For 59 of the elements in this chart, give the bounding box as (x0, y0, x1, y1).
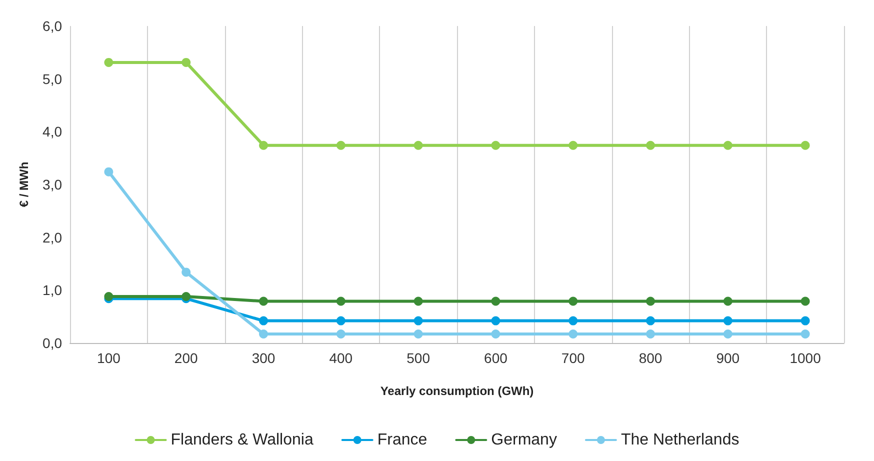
point (259, 296, 268, 306)
y-tick-label: 0,0 (42, 335, 62, 351)
x-axis-title: Yearly consumption (GWh) (380, 384, 534, 398)
x-tick-label: 400 (329, 350, 353, 366)
point (800, 316, 810, 326)
point (646, 296, 655, 306)
point (646, 140, 655, 150)
x-tick-label: 800 (638, 350, 662, 366)
legend-label: Germany (491, 432, 557, 448)
y-tick-label: 3,0 (42, 176, 62, 192)
point (723, 330, 732, 339)
point (414, 316, 423, 326)
x-tick-label: 500 (406, 350, 430, 366)
point (491, 296, 500, 306)
point (182, 58, 191, 67)
point (104, 167, 114, 176)
point (800, 296, 810, 306)
point (104, 58, 114, 67)
point (646, 330, 655, 339)
point (646, 316, 655, 326)
point (568, 296, 578, 306)
point (336, 296, 346, 306)
point (336, 330, 346, 339)
y-axis-title: € / MWh (17, 162, 31, 208)
x-tick-label: 1000 (790, 350, 822, 366)
point (800, 140, 810, 150)
point (414, 330, 423, 339)
point (491, 140, 500, 150)
y-tick-label: 2,0 (42, 229, 62, 246)
point (800, 330, 810, 339)
x-tick-label: 700 (561, 350, 585, 366)
point (491, 316, 500, 326)
x-tick-label: 900 (716, 350, 740, 366)
legend-label: Flanders & Wallonia (170, 432, 314, 448)
point (259, 330, 268, 339)
y-tick-label: 5,0 (42, 70, 62, 87)
y-tick-label: 4,0 (42, 124, 62, 140)
point (723, 296, 732, 306)
point (182, 268, 191, 277)
y-tick-label: 1,0 (42, 282, 62, 298)
point (414, 140, 423, 150)
point (414, 296, 423, 306)
point (336, 140, 346, 150)
point (568, 316, 578, 326)
point (723, 316, 732, 326)
point (491, 330, 500, 339)
y-tick-label: 6,0 (42, 18, 62, 34)
point (568, 140, 578, 150)
point (336, 316, 346, 326)
x-tick-label: 600 (484, 350, 508, 366)
point (259, 140, 268, 150)
x-tick-label: 300 (252, 350, 276, 366)
legend-label: France (377, 432, 428, 448)
point (723, 140, 732, 150)
point (568, 330, 578, 339)
x-tick-label: 200 (174, 350, 198, 366)
legend-label: The Netherlands (620, 432, 740, 448)
point (259, 316, 268, 326)
x-tick-label: 100 (97, 350, 121, 366)
